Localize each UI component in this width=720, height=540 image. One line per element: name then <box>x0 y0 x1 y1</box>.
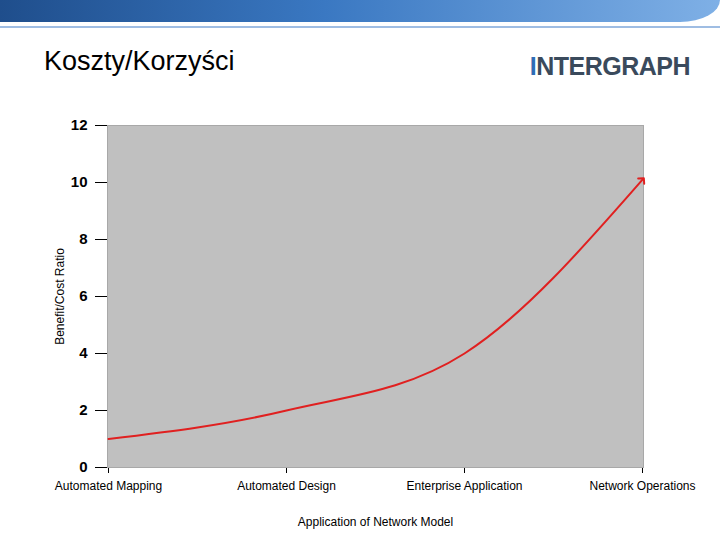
svg-text:Network Operations: Network Operations <box>589 479 695 493</box>
svg-text:6: 6 <box>79 287 87 304</box>
svg-text:8: 8 <box>79 230 87 247</box>
svg-text:Enterprise Application: Enterprise Application <box>406 479 522 493</box>
svg-text:2: 2 <box>79 401 87 418</box>
svg-text:4: 4 <box>79 344 88 361</box>
svg-text:12: 12 <box>71 116 88 133</box>
svg-text:Application of Network Model: Application of Network Model <box>298 515 453 529</box>
svg-text:Benefit/Cost Ratio: Benefit/Cost Ratio <box>53 248 67 345</box>
svg-text:Automated Mapping: Automated Mapping <box>55 479 162 493</box>
svg-text:0: 0 <box>79 458 87 475</box>
html-text:Koszty/Korzyści: Koszty/Korzyści <box>44 46 235 76</box>
svg-text:Automated Design: Automated Design <box>237 479 336 493</box>
svg-text:10: 10 <box>71 173 88 190</box>
html-text:I NTERGRAPH: I NTERGRAPH <box>529 52 690 80</box>
